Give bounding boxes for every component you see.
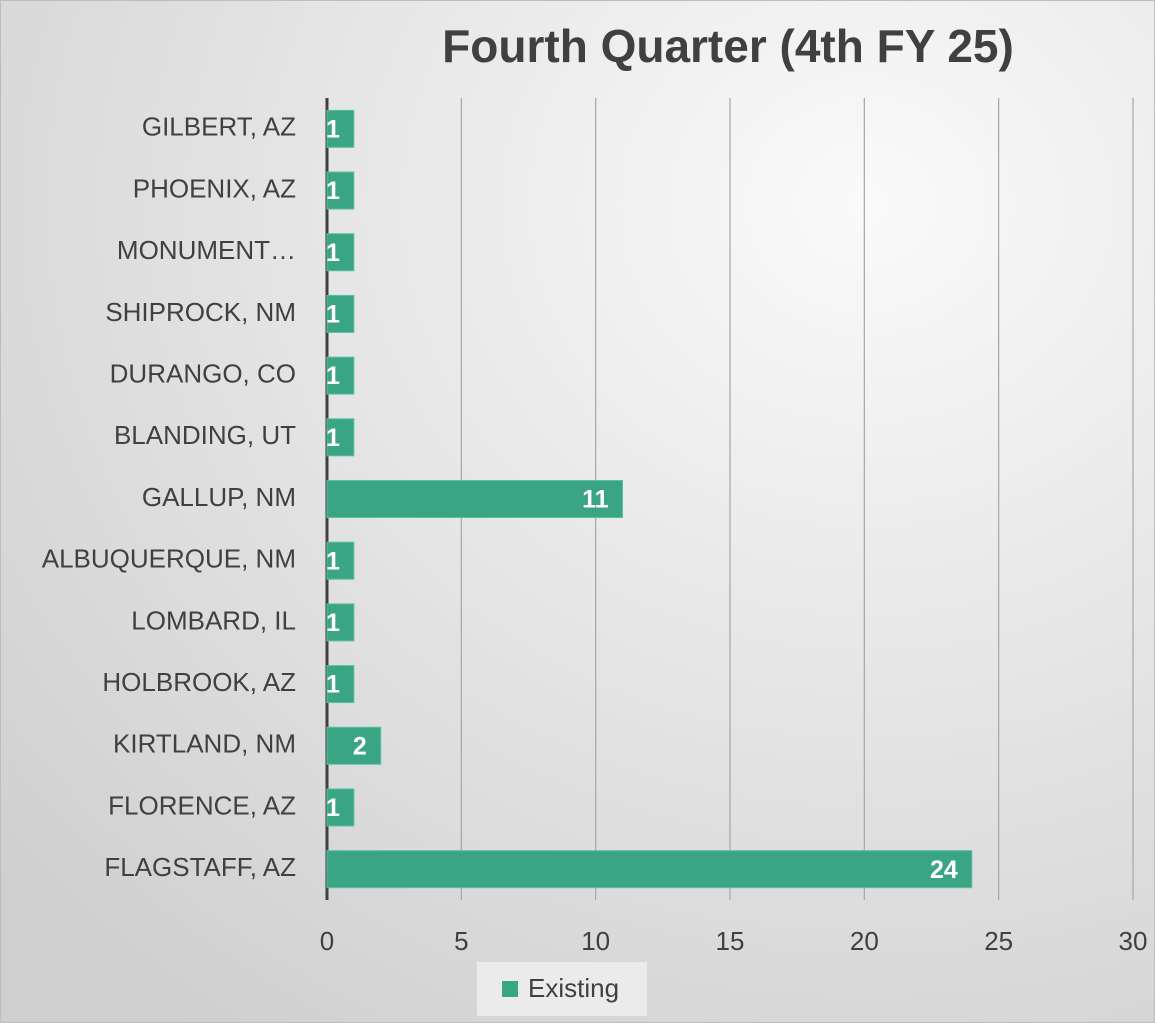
x-tick-label: 25: [984, 926, 1013, 956]
bar: [326, 109, 355, 148]
bar: [326, 233, 355, 272]
y-tick-label: FLAGSTAFF, AZ: [104, 852, 296, 882]
bar: [326, 541, 355, 580]
y-tick-label: MONUMENT…: [117, 235, 296, 265]
x-tick-label: 10: [581, 926, 610, 956]
y-tick-label: PHOENIX, AZ: [133, 173, 296, 203]
y-tick-label: LOMBARD, IL: [131, 605, 296, 635]
y-tick-label: GALLUP, NM: [142, 482, 296, 512]
y-tick-label: GILBERT, AZ: [142, 112, 296, 142]
bar: [326, 665, 355, 704]
x-tick-label: 5: [454, 926, 468, 956]
data-label: 1: [326, 301, 340, 329]
data-label: 1: [326, 671, 340, 699]
y-tick-label: FLORENCE, AZ: [108, 790, 296, 820]
y-tick-label: HOLBROOK, AZ: [102, 667, 296, 697]
y-tick-label: ALBUQUERQUE, NM: [42, 544, 296, 574]
bar: [326, 294, 355, 333]
legend-swatch: [502, 981, 518, 997]
data-label: 1: [326, 794, 340, 822]
bar: [326, 850, 973, 889]
data-label: 24: [930, 856, 958, 884]
bar: [326, 479, 624, 519]
y-tick-label: SHIPROCK, NM: [105, 297, 296, 327]
x-tick-label: 20: [850, 926, 879, 956]
data-label: 1: [326, 609, 340, 637]
data-label: 1: [326, 547, 340, 575]
chart-title: Fourth Quarter (4th FY 25): [442, 20, 1014, 72]
bar: [326, 418, 355, 457]
bar: [326, 788, 355, 827]
y-tick-label: KIRTLAND, NM: [113, 729, 296, 759]
data-label: 1: [326, 177, 340, 205]
bar: [326, 356, 355, 395]
y-tick-label: DURANGO, CO: [110, 358, 296, 388]
data-label: 11: [582, 486, 609, 514]
y-tick-label: BLANDING, UT: [114, 420, 296, 450]
data-label: 1: [326, 239, 340, 267]
bar: [326, 171, 355, 210]
legend-label: Existing: [528, 973, 619, 1003]
x-tick-label: 15: [716, 926, 745, 956]
x-tick-label: 0: [320, 926, 334, 956]
data-label: 1: [326, 115, 340, 143]
data-label: 2: [353, 732, 367, 760]
data-label: 1: [326, 424, 340, 452]
bar: [326, 726, 382, 765]
bar: [326, 603, 355, 642]
x-tick-label: 30: [1119, 926, 1148, 956]
data-label: 1: [326, 362, 340, 390]
